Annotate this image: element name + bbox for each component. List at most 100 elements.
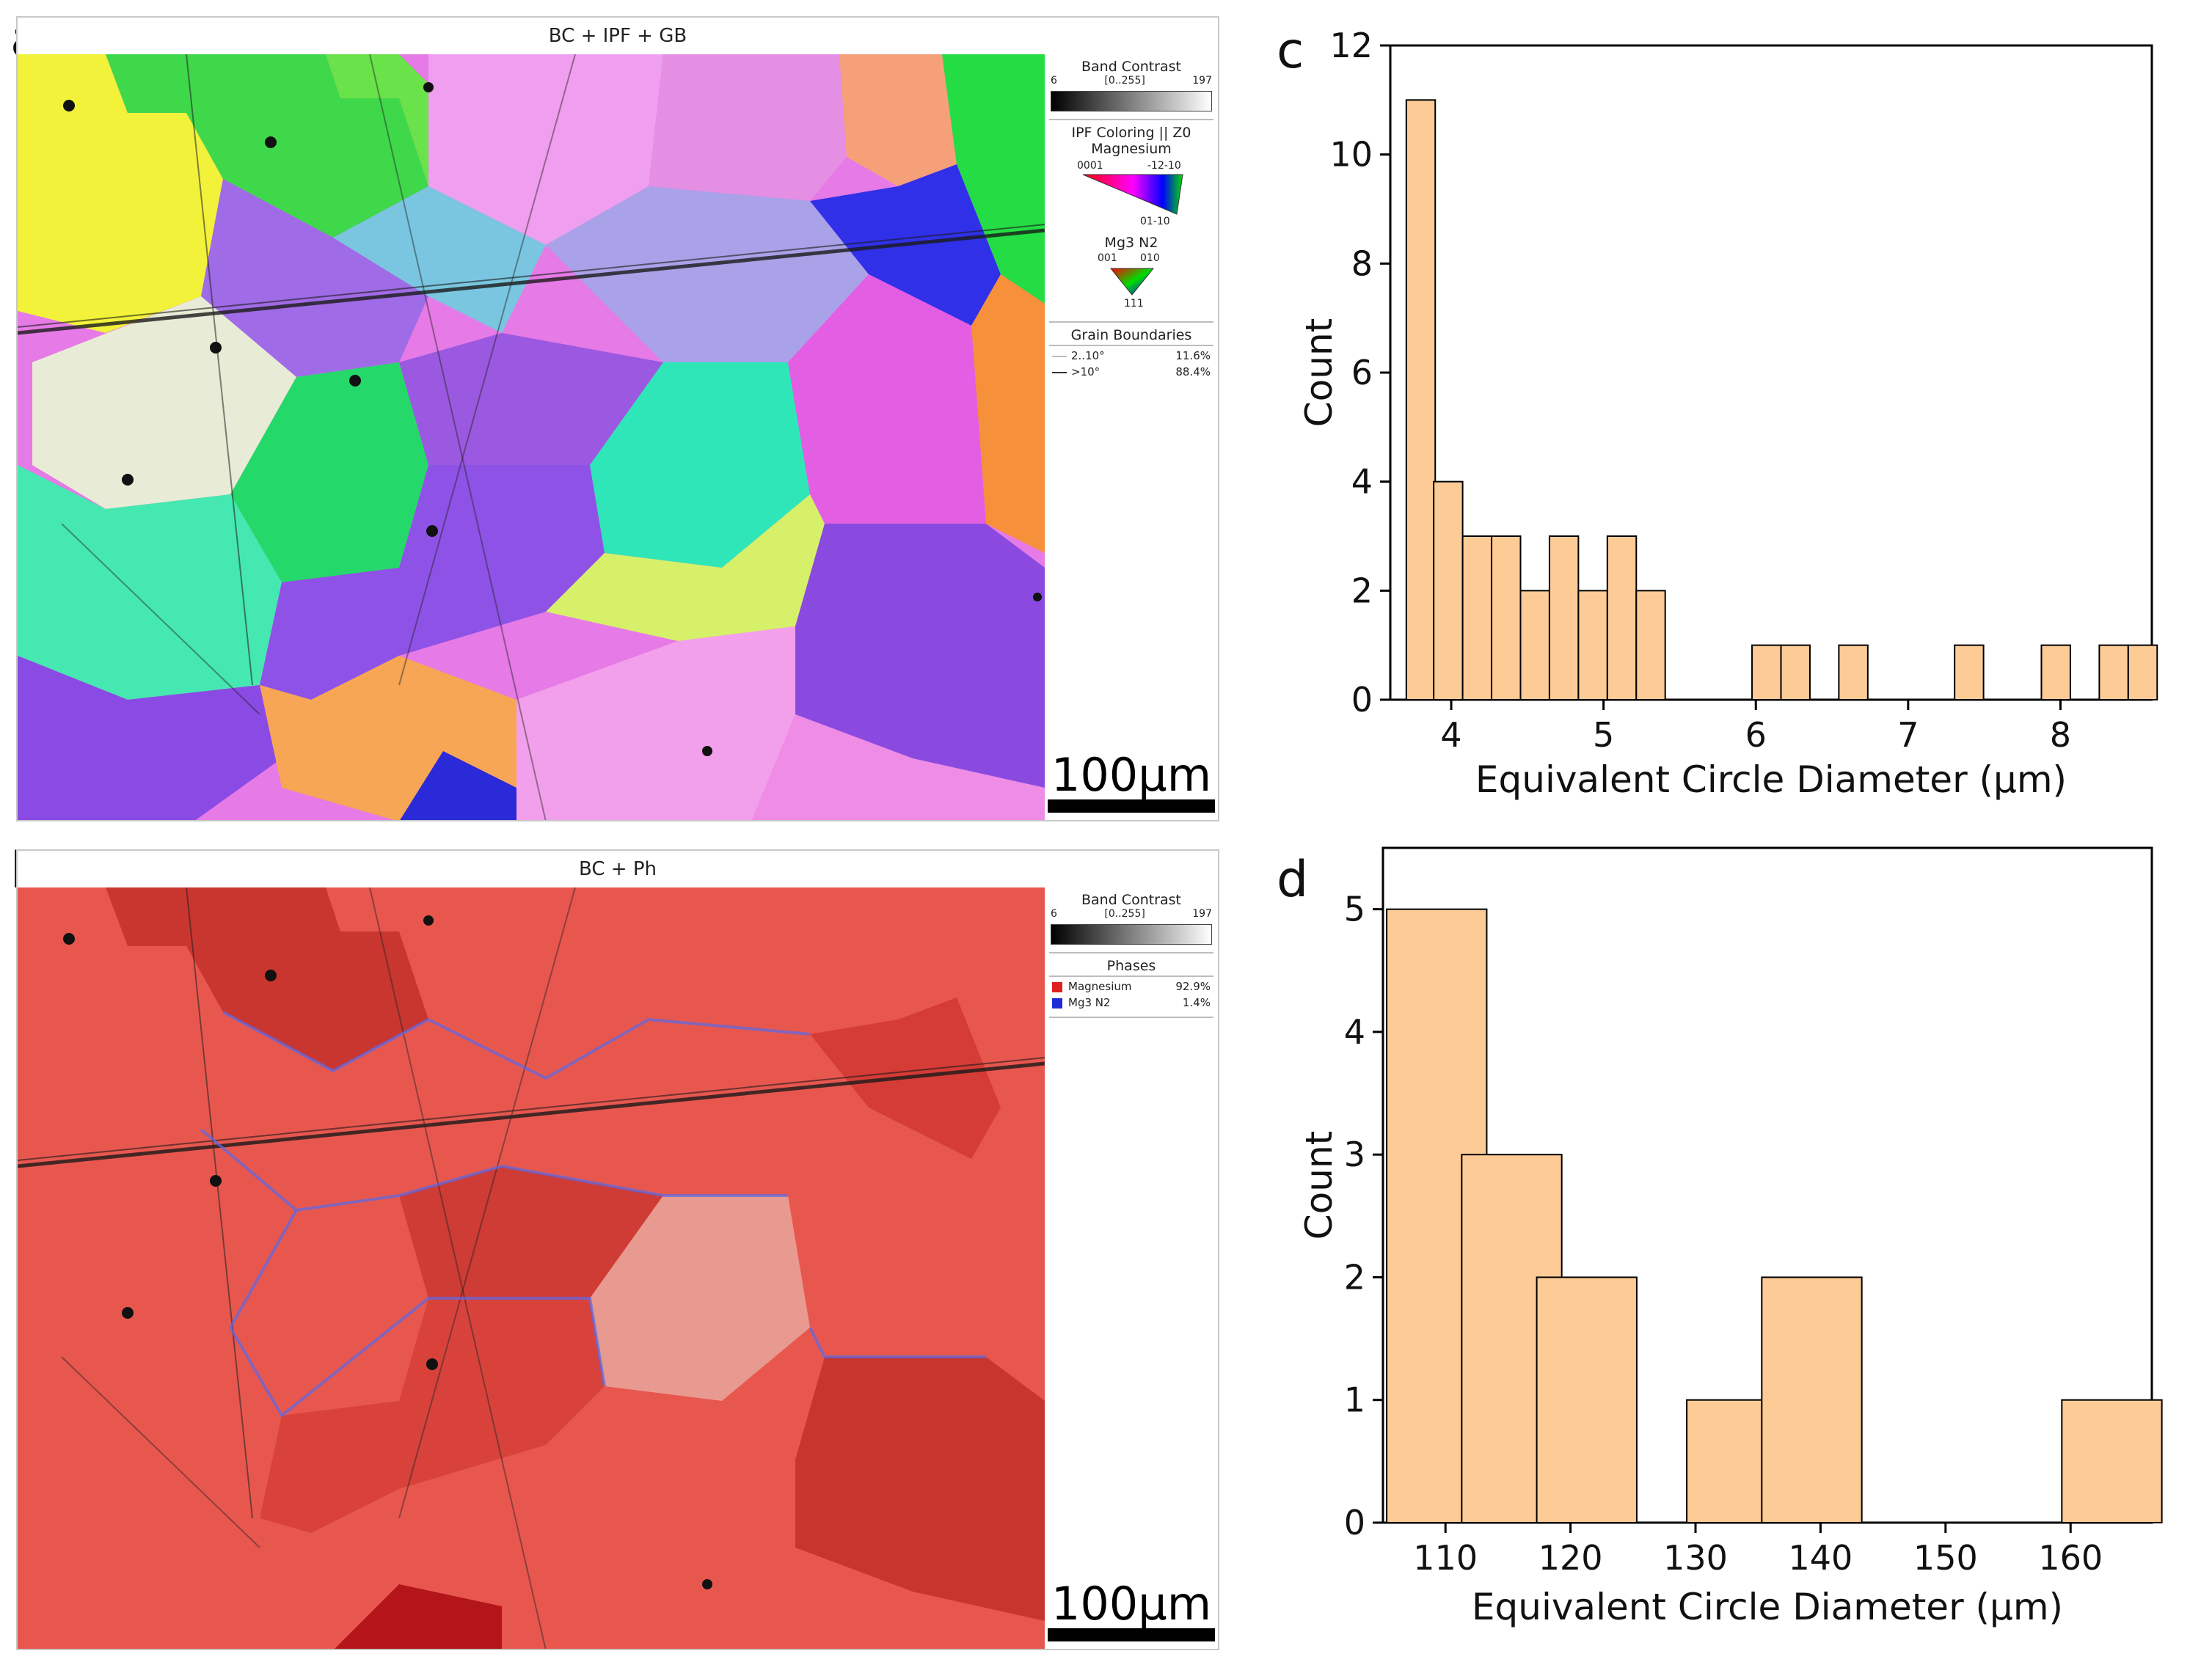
- chart-d-ytick-label-0: 0: [1344, 1503, 1365, 1542]
- phase-row-magnesium: Magnesium 92.9%: [1052, 980, 1211, 993]
- chart-d-xlabel: Equivalent Circle Diameter (µm): [1472, 1586, 2063, 1628]
- ipf-triangle-magnesium-icon: [1082, 174, 1183, 215]
- phase-mg3n2-label: Mg3 N2: [1068, 996, 1111, 1009]
- chart-d-ytick-label-5: 5: [1344, 890, 1365, 929]
- gb-high-value: 88.4%: [1175, 365, 1211, 378]
- chart-c-bar-14: [2098, 644, 2129, 701]
- histogram-d: 110 120 130 140 150 160 0 1 2 3 4 5 Equivalent Cir…: [1298, 846, 2163, 1628]
- grain-boundaries-title: Grain Boundaries: [1070, 327, 1192, 343]
- chart-d-ylabel: Count: [1298, 1131, 1340, 1240]
- chart-d-xtick-label-5: 160: [2038, 1538, 2103, 1578]
- phase-map-image: [18, 887, 1045, 1649]
- chart-c-bar-5: [1548, 535, 1580, 700]
- chart-d-xtick-label-3: 140: [1789, 1538, 1853, 1578]
- chart-c-bar-7: [1606, 535, 1638, 700]
- panel-a-scalebar: 100µm: [1045, 751, 1218, 813]
- chart-c-bar-13: [2040, 644, 2071, 701]
- chart-d-xtick-label-1: 120: [1538, 1538, 1603, 1578]
- panel-d-letter: d: [1277, 851, 1309, 909]
- chart-c-ytick-label-6: 12: [1329, 26, 1373, 65]
- chart-d-bar-5: [2061, 1399, 2163, 1524]
- legend-divider: [1049, 321, 1213, 323]
- chart-c-bar-3: [1491, 535, 1522, 700]
- gb-row-low-angle: 2..10° 11.6%: [1052, 349, 1211, 362]
- chart-c-bar-0: [1405, 99, 1437, 701]
- gb-row-high-angle: >10° 88.4%: [1052, 365, 1211, 378]
- legend-divider: [1049, 119, 1213, 120]
- bc-min-label: 6: [1051, 75, 1057, 87]
- chart-c-xtick-label-4: 8: [2050, 715, 2071, 755]
- chart-d-xtick-label-0: 110: [1413, 1538, 1478, 1578]
- bc-range-label: [0..255]: [1104, 75, 1145, 87]
- chart-c-bar-4: [1519, 590, 1550, 700]
- phases-title: Phases: [1106, 958, 1156, 974]
- chart-c-bar-10: [1780, 644, 1811, 701]
- ipf-mg-label-1: -12-10: [1147, 160, 1181, 172]
- chart-c-ytick-label-4: 8: [1351, 244, 1373, 283]
- ipf-triangle-mg3n2-icon: [1109, 268, 1155, 296]
- chart-c-xtick-label-3: 7: [1897, 715, 1919, 755]
- panel-b-scalebar: 100µm: [1045, 1580, 1218, 1641]
- chart-c-ytick-label-5: 10: [1329, 135, 1373, 175]
- gb-high-label: >10°: [1071, 365, 1100, 378]
- chart-c-bar-11: [1838, 644, 1869, 701]
- gb-low-value: 11.6%: [1175, 349, 1211, 362]
- band-contrast-range-labels: 6 [0..255] 197: [1051, 75, 1212, 87]
- bc-max-label: 197: [1192, 75, 1212, 87]
- phase-map: [18, 887, 1045, 1649]
- gb-low-label: 2..10°: [1071, 349, 1105, 362]
- scalebar-label: 100µm: [1051, 1577, 1212, 1630]
- chart-d-xtick-label-2: 130: [1663, 1538, 1728, 1578]
- chart-c-ytick-label-0: 0: [1351, 680, 1373, 720]
- chart-d-ytick-label-2: 2: [1344, 1257, 1365, 1297]
- ipf-key-magnesium: 0001 -12-10 01-10: [1045, 157, 1218, 230]
- chart-c-xtick-label-0: 4: [1440, 715, 1461, 755]
- band-contrast-range-labels: 6 [0..255] 197: [1051, 908, 1212, 920]
- chart-c-bar-8: [1635, 590, 1666, 700]
- chart-c-ytick-label-3: 6: [1351, 353, 1373, 392]
- chart-c-bar-9: [1751, 644, 1782, 701]
- chart-c-bar-15: [2127, 644, 2158, 701]
- ipf-phase1-name: Magnesium: [1091, 141, 1172, 157]
- ipf-mg-label-0: 0001: [1077, 160, 1103, 172]
- chart-c-xtick-label-1: 5: [1593, 715, 1614, 755]
- panel-b-legend: Band Contrast 6 [0..255] 197 Phases Magn…: [1045, 887, 1218, 1018]
- chart-d-bar-2: [1536, 1276, 1638, 1523]
- panel-b-map-frame: BC + Ph: [16, 849, 1219, 1650]
- chart-c-xtick-label-2: 6: [1745, 715, 1767, 755]
- chart-c-ytick-label-2: 4: [1351, 462, 1373, 502]
- band-contrast-gradient: [1051, 91, 1212, 111]
- chart-c-bar-2: [1461, 535, 1493, 700]
- chart-d-ytick-label-4: 4: [1344, 1012, 1365, 1052]
- ipf-coloring-title: IPF Coloring || Z0: [1071, 125, 1191, 141]
- scalebar-line: [1048, 1628, 1215, 1641]
- panel-a-title: BC + IPF + GB: [18, 18, 1218, 55]
- chart-c-bar-6: [1577, 590, 1608, 700]
- ipf-map-image: [18, 54, 1045, 820]
- bc-max-label: 197: [1192, 908, 1212, 920]
- bc-min-label: 6: [1051, 908, 1057, 920]
- ipf-mg3n2-label-0: 001: [1098, 252, 1117, 264]
- chart-c-ylabel: Count: [1298, 318, 1340, 428]
- band-contrast-title: Band Contrast: [1081, 892, 1181, 908]
- ipf-phase2-name: Mg3 N2: [1104, 235, 1158, 251]
- chart-d-ytick-label-1: 1: [1344, 1380, 1365, 1420]
- band-contrast-gradient: [1051, 924, 1212, 945]
- ipf-mg3n2-label-2: 111: [1124, 298, 1144, 310]
- ipf-key-mg3n2: 001 010 111: [1045, 251, 1218, 314]
- phase-swatch-magnesium: [1052, 981, 1062, 992]
- phase-row-mg3n2: Mg3 N2 1.4%: [1052, 996, 1211, 1009]
- chart-c-bar-12: [1954, 644, 1985, 701]
- legend-divider: [1049, 345, 1213, 346]
- chart-c-xlabel: Equivalent Circle Diameter (µm): [1475, 758, 2067, 801]
- histogram-c: 4 5 6 7 8 0 2 4 6 8 10 12 Equivalent Circle Diamet…: [1298, 26, 2158, 801]
- phase-mg-label: Magnesium: [1068, 980, 1132, 993]
- panel-a-map-frame: BC + IPF + GB: [16, 16, 1219, 821]
- scalebar-line: [1048, 799, 1215, 813]
- phase-swatch-mg3n2: [1052, 997, 1062, 1008]
- phase-mg3n2-value: 1.4%: [1182, 996, 1211, 1009]
- ipf-mg-label-2: 01-10: [1140, 216, 1170, 227]
- chart-d-ytick-label-3: 3: [1344, 1135, 1365, 1174]
- panel-c-letter: c: [1277, 22, 1304, 80]
- panel-a-legend: Band Contrast 6 [0..255] 197 IPF Colorin…: [1045, 54, 1218, 381]
